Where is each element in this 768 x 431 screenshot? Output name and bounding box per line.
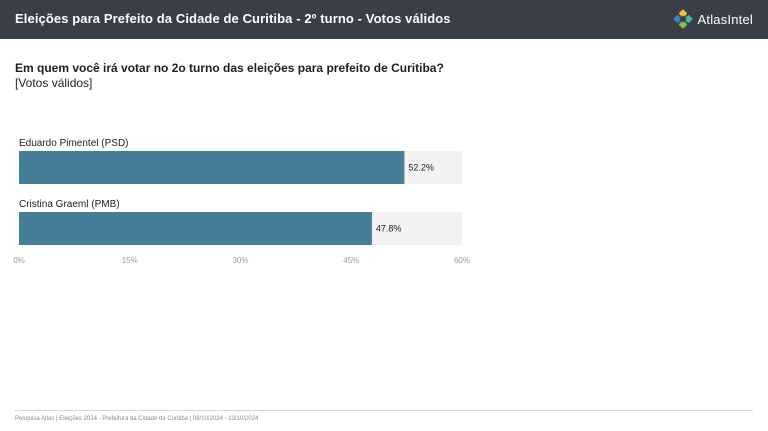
x-tick-label: 45% [343, 256, 359, 265]
x-tick-label: 60% [454, 256, 470, 265]
x-tick-label: 0% [13, 256, 25, 265]
footer-divider [15, 410, 753, 411]
page-title: Eleições para Prefeito da Cidade de Curi… [15, 11, 451, 26]
atlasintel-logo-icon [673, 9, 693, 29]
category-label: Cristina Graeml (PMB) [19, 199, 120, 210]
x-tick-label: 15% [122, 256, 138, 265]
chart-question: Em quem você irá votar no 2o turno das e… [15, 61, 444, 75]
x-tick-label: 30% [232, 256, 248, 265]
chart-subtitle: [Votos válidos] [15, 76, 93, 90]
value-label: 47.8% [376, 224, 402, 234]
bar [19, 151, 405, 184]
logo-text: AtlasIntel [697, 11, 753, 27]
header-bar: Eleições para Prefeito da Cidade de Curi… [0, 0, 768, 39]
bar [19, 212, 372, 245]
value-label: 52.2% [408, 163, 434, 173]
category-label: Eduardo Pimentel (PSD) [19, 138, 129, 149]
atlasintel-logo: AtlasIntel [673, 9, 753, 29]
footer-source: Pesquisa Atlas | Eleições 2024 - Prefeit… [15, 416, 259, 422]
